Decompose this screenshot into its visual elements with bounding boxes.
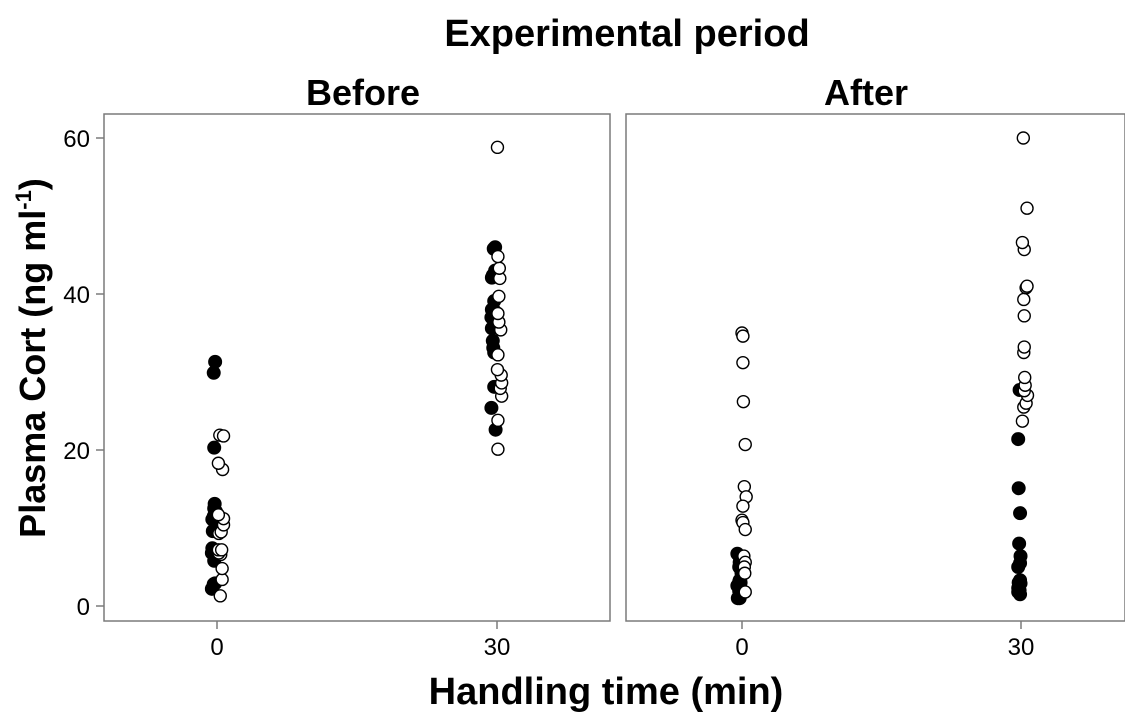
y-axis-ticks: 0 20 40 60 (63, 126, 104, 621)
data-point-open (736, 394, 751, 409)
data-point-open (736, 329, 750, 343)
data-point-open (1020, 201, 1034, 215)
data-point-open (216, 429, 231, 443)
data-point-open (738, 566, 752, 580)
data-point-open (491, 413, 505, 428)
x-axis-label: Handling time (min) (429, 671, 784, 713)
data-point-open (491, 249, 505, 264)
data-point-open (211, 456, 226, 470)
data-point-open (1015, 414, 1030, 428)
x-tick-label: 0 (210, 634, 223, 661)
data-point-open (1015, 235, 1030, 250)
data-point-filled (1012, 536, 1027, 551)
x-axis-ticks: 0 30 0 30 (210, 621, 1034, 661)
data-point-open (738, 585, 752, 599)
data-point-filled (485, 333, 500, 348)
data-point-open (213, 589, 227, 603)
data-point-filled (207, 440, 222, 455)
data-points (204, 131, 1035, 606)
data-point-open (738, 522, 752, 537)
data-point-open (491, 442, 505, 456)
y-tick-label: 60 (63, 126, 90, 153)
data-point-open (1017, 292, 1031, 307)
data-point-filled (1013, 549, 1028, 564)
chart-title: Experimental period (444, 13, 809, 55)
x-tick-label: 30 (1008, 634, 1035, 661)
data-point-open (211, 508, 226, 522)
x-tick-label: 30 (484, 634, 511, 661)
data-point-open (492, 261, 507, 275)
data-point-open (1018, 370, 1032, 385)
data-point-open (1020, 279, 1034, 293)
data-point-open (1016, 131, 1031, 145)
panel-frame-after (625, 113, 1125, 622)
panel-frame-before (103, 113, 611, 622)
data-point-open (491, 306, 505, 321)
data-point-open (1017, 309, 1031, 323)
data-point-filled (1011, 481, 1026, 496)
data-point-open (215, 572, 229, 587)
data-point-filled (208, 354, 223, 369)
data-point-open (490, 140, 505, 155)
data-point-filled (484, 400, 499, 415)
data-point-filled (1013, 573, 1028, 588)
data-point-open (214, 543, 229, 557)
panel-title-before: Before (306, 72, 420, 113)
y-tick-label: 40 (63, 282, 90, 309)
data-point-open (736, 355, 750, 370)
data-point-filled (1013, 506, 1028, 521)
data-point-open (738, 437, 752, 452)
y-tick-label: 20 (63, 438, 90, 465)
x-tick-label: 0 (735, 634, 748, 661)
y-axis-label: Plasma Cort (ng ml-1) (11, 178, 53, 538)
data-point-open (215, 561, 229, 576)
data-point-open (736, 499, 750, 513)
data-point-open (490, 362, 505, 377)
data-point-filled (1011, 432, 1026, 447)
data-point-open (1017, 340, 1031, 354)
y-tick-label: 0 (77, 594, 90, 621)
data-point-open (492, 289, 506, 304)
data-point-open (491, 348, 505, 362)
panel-title-after: After (824, 72, 908, 113)
